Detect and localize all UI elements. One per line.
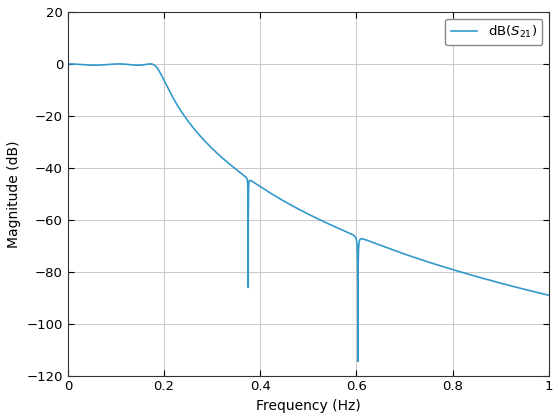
dB($S_{21}$): [249, 179, 255, 184]
dB($S_{21}$): [325, 221, 332, 226]
Line: dB($S_{21}$): dB($S_{21}$): [68, 64, 549, 361]
Legend: dB($S_{21}$): dB($S_{21}$): [445, 18, 542, 45]
Y-axis label: Magnitude (dB): Magnitude (dB): [7, 140, 21, 247]
dB($S_{21}$): [354, 359, 361, 364]
dB($S_{21}$): [180, 112, 187, 117]
dB($S_{21}$): [354, 256, 361, 261]
dB($S_{21}$): [422, 258, 428, 263]
X-axis label: Frequency (Hz): Frequency (Hz): [256, 399, 361, 413]
dB($S_{21}$): [64, 61, 71, 66]
dB($S_{21}$): [545, 293, 552, 298]
dB($S_{21}$): [97, 63, 104, 68]
